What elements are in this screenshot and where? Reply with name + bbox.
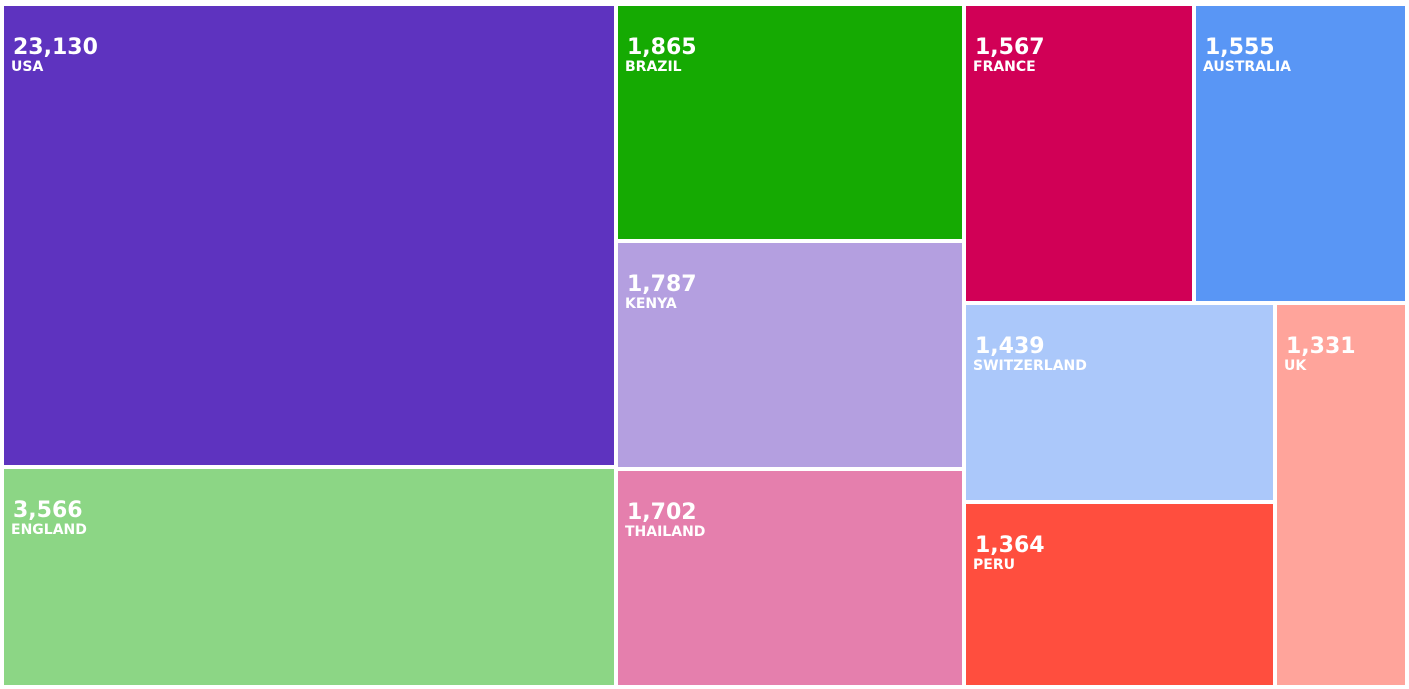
tile-value-peru: 1,364 xyxy=(975,533,1045,558)
tile-value-usa: 23,130 xyxy=(13,35,98,60)
tile-rect-france xyxy=(966,6,1192,301)
tile-label-switzerland: SWITZERLAND xyxy=(973,358,1087,374)
tile-rect-usa xyxy=(4,6,614,465)
tile-rect-peru xyxy=(966,504,1273,685)
tile-rect-kenya xyxy=(618,243,962,467)
tile-label-usa: USA xyxy=(11,59,43,75)
tile-value-england: 3,566 xyxy=(13,498,83,523)
tile-rect-switzerland xyxy=(966,305,1273,500)
tile-value-uk: 1,331 xyxy=(1286,334,1356,359)
tile-label-peru: PERU xyxy=(973,557,1015,573)
tile-value-thailand: 1,702 xyxy=(627,500,697,525)
tile-rect-australia xyxy=(1196,6,1405,301)
tile-label-australia: AUSTRALIA xyxy=(1203,59,1291,75)
tile-value-kenya: 1,787 xyxy=(627,272,697,297)
tile-label-england: ENGLAND xyxy=(11,522,87,538)
tile-label-thailand: THAILAND xyxy=(625,524,705,540)
tile-label-uk: UK xyxy=(1284,358,1307,374)
tile-rect-england xyxy=(4,469,614,685)
tile-value-switzerland: 1,439 xyxy=(975,334,1045,359)
tile-rect-uk xyxy=(1277,305,1405,685)
tile-label-kenya: KENYA xyxy=(625,296,677,312)
tile-rect-brazil xyxy=(618,6,962,239)
tile-rect-thailand xyxy=(618,471,962,685)
tile-label-brazil: BRAZIL xyxy=(625,59,682,75)
tile-value-brazil: 1,865 xyxy=(627,35,697,60)
tile-value-australia: 1,555 xyxy=(1205,35,1275,60)
tile-value-france: 1,567 xyxy=(975,35,1045,60)
tile-label-france: FRANCE xyxy=(973,59,1036,75)
